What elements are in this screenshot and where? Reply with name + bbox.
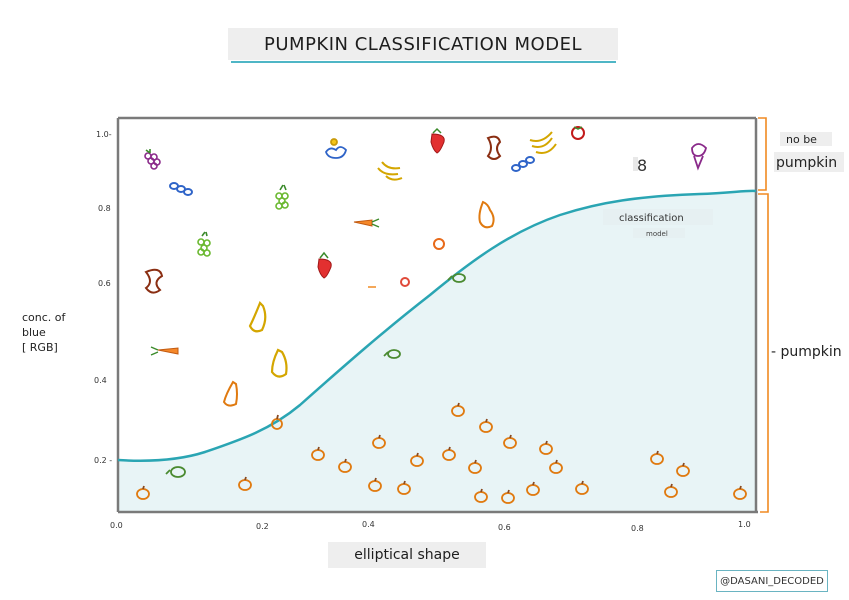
grapes-icon (144, 149, 161, 170)
y-label-line-2: blue (22, 326, 46, 339)
gourd-icon (248, 301, 267, 333)
upper-region-label-2: pumpkin (776, 155, 837, 171)
y-tick-0-6: 0.6 (98, 279, 111, 288)
squash-icon (383, 349, 401, 359)
pumpkin-icon (410, 452, 424, 467)
pumpkin-icon (338, 458, 352, 473)
pumpkin-icon (479, 418, 493, 433)
credit-badge: @DASANI_DECODED (716, 570, 828, 592)
curve-sublabel-box (633, 228, 685, 238)
pumpkin-icon (474, 488, 488, 503)
upper-label-box (780, 132, 832, 146)
curve-sublabel: model (646, 230, 668, 238)
carrot-icon (150, 346, 179, 356)
gourd-icon (270, 348, 288, 378)
ice-cream-icon (691, 143, 707, 171)
pumpkin-icon (501, 489, 515, 504)
pumpkin-icon (397, 480, 411, 495)
gourd-icon (222, 380, 238, 407)
peach-icon (400, 238, 445, 287)
pumpkin-icon (136, 485, 150, 500)
banana-icon (377, 161, 403, 181)
x-tick-0-4: 0.4 (362, 520, 375, 529)
stray-mark-bg (633, 157, 638, 171)
pumpkin-icon (468, 459, 482, 474)
apple-core-icon (486, 135, 502, 160)
blueberries-icon (511, 156, 535, 172)
plot-frame (116, 116, 758, 514)
pumpkin-icon (372, 434, 386, 449)
grapes-icon (275, 184, 289, 210)
x-tick-0-2: 0.2 (256, 522, 269, 531)
x-tick-0-0: 0.0 (110, 521, 123, 530)
pumpkin-icon (311, 446, 325, 461)
curve-label: classification (619, 213, 684, 224)
y-tick-1-0: 1.0- (96, 130, 112, 139)
title-underline (231, 61, 616, 63)
apple-core-icon (144, 268, 164, 294)
banana-icon (529, 131, 557, 154)
pumpkin-icon (368, 477, 382, 492)
pumpkin-icon (271, 414, 283, 430)
y-axis-label: conc. of blue [ RGB] (22, 310, 102, 355)
y-label-line-1: conc. of (22, 311, 66, 324)
gourd-icon (478, 200, 495, 229)
pumpkin-region (118, 190, 756, 512)
duck-icon (325, 138, 347, 159)
pumpkin-icon (549, 459, 563, 474)
upper-label-box-2 (774, 152, 844, 172)
y-tick-0-8: 0.8 (98, 204, 111, 213)
carrot-icon (353, 218, 380, 228)
pumpkins-group (136, 402, 747, 504)
pumpkin-icon (442, 446, 456, 461)
pumpkin-icon (238, 476, 252, 491)
pumpkin-icon (650, 450, 664, 465)
x-axis-label: elliptical shape (328, 542, 486, 568)
lower-bracket (758, 193, 769, 513)
lower-region-label: - pumpkin (771, 344, 842, 360)
x-tick-1-0: 1.0 (738, 520, 751, 529)
y-label-line-3: [ RGB] (22, 341, 58, 354)
pumpkin-icon (451, 402, 465, 417)
x-tick-0-6: 0.6 (498, 523, 511, 532)
stray-mark: 8 (637, 156, 647, 175)
strawberry-icon (430, 127, 445, 154)
upper-region-label-1: no be (786, 133, 817, 146)
pumpkin-icon (676, 462, 690, 477)
diagram-title: PUMPKIN CLASSIFICATION MODEL (228, 28, 618, 60)
pumpkin-icon (526, 481, 540, 496)
upper-bracket (758, 117, 767, 191)
grapes-icon (197, 231, 211, 257)
pumpkin-icon (503, 434, 517, 449)
pumpkin-icon (575, 480, 589, 495)
pumpkin-icon (733, 485, 747, 500)
squash-icon (165, 466, 186, 478)
pumpkin-icon (664, 483, 678, 498)
tomato-icon (571, 126, 585, 140)
classification-curve (117, 189, 757, 462)
curve-label-box (603, 209, 713, 225)
squash-icon (447, 273, 466, 283)
y-tick-0-4: 0.4 (94, 376, 107, 385)
pumpkin-icon (539, 440, 553, 455)
x-tick-0-8: 0.8 (631, 524, 644, 533)
blueberries-icon (169, 182, 193, 196)
y-tick-0-2: 0.2 - (94, 456, 112, 465)
strawberry-icon (317, 251, 332, 279)
